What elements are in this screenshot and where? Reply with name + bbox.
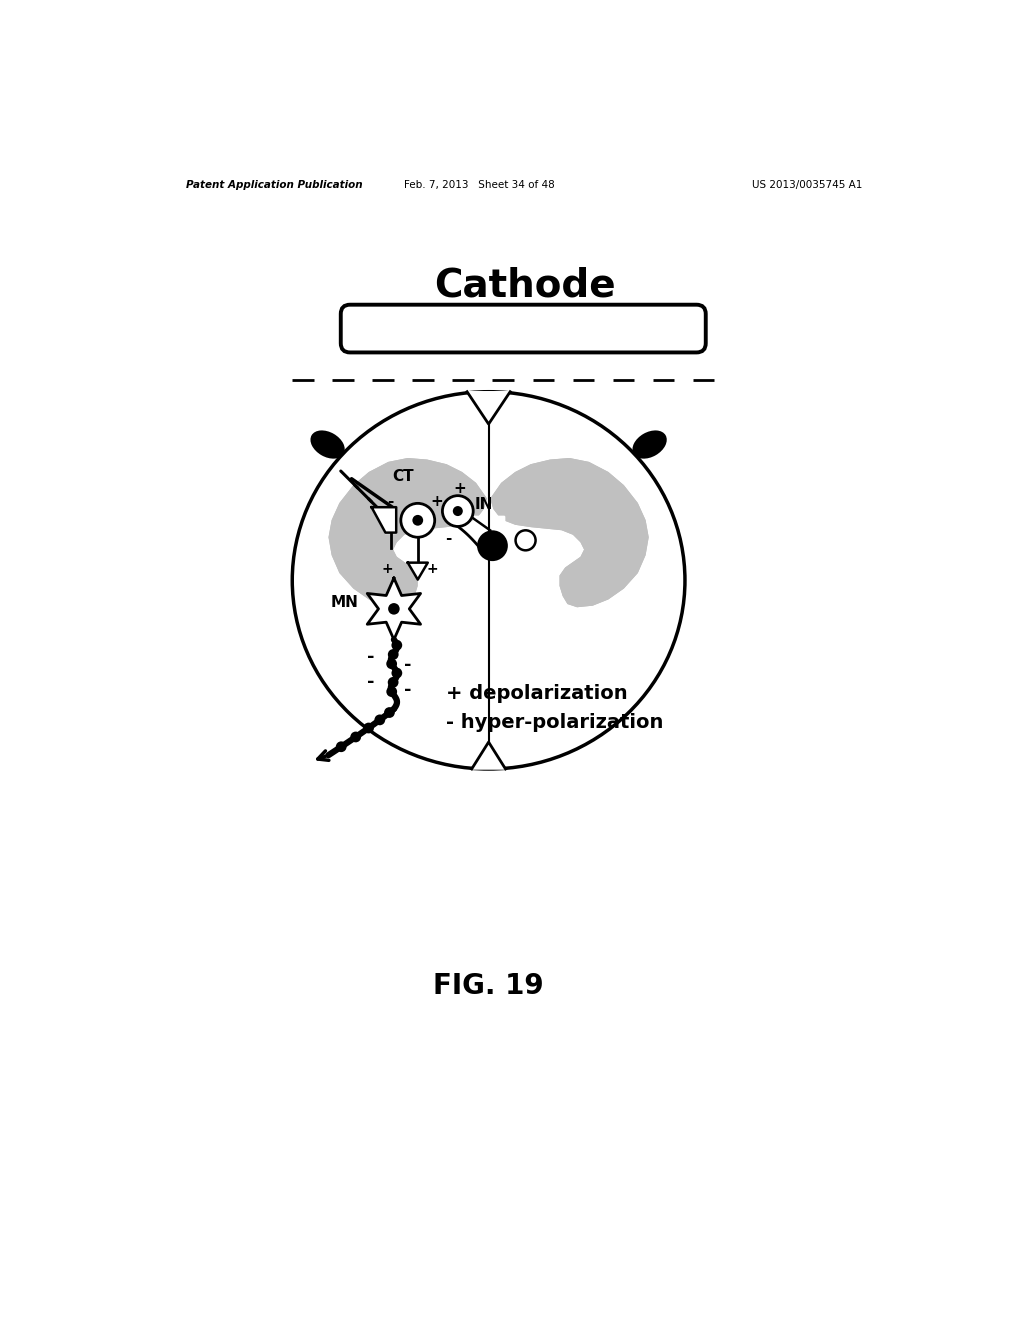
Text: +: +	[453, 482, 466, 496]
Text: Feb. 7, 2013   Sheet 34 of 48: Feb. 7, 2013 Sheet 34 of 48	[403, 180, 555, 190]
Text: IN: IN	[475, 498, 494, 512]
Text: Patent Application Publication: Patent Application Publication	[186, 180, 362, 190]
Polygon shape	[490, 459, 648, 607]
Polygon shape	[473, 516, 504, 605]
FancyBboxPatch shape	[341, 305, 706, 352]
Polygon shape	[472, 742, 506, 770]
Circle shape	[388, 677, 398, 688]
Circle shape	[477, 531, 508, 561]
Text: -: -	[387, 494, 393, 510]
Circle shape	[384, 708, 395, 718]
Text: -: -	[404, 681, 412, 698]
Polygon shape	[467, 392, 510, 424]
Text: +: +	[430, 494, 442, 510]
Ellipse shape	[292, 392, 685, 770]
Circle shape	[388, 603, 399, 615]
Polygon shape	[368, 578, 421, 640]
Ellipse shape	[310, 430, 345, 458]
Polygon shape	[372, 507, 396, 533]
Text: US 2013/0035745 A1: US 2013/0035745 A1	[752, 180, 862, 190]
Text: +: +	[382, 562, 393, 576]
Text: + depolarization: + depolarization	[446, 684, 628, 704]
Circle shape	[391, 640, 402, 651]
Text: +: +	[427, 562, 438, 576]
Circle shape	[413, 515, 423, 525]
Polygon shape	[408, 562, 428, 579]
Circle shape	[350, 731, 361, 742]
Text: Cathode: Cathode	[434, 267, 615, 305]
Polygon shape	[330, 459, 486, 607]
Circle shape	[375, 714, 385, 725]
Circle shape	[388, 649, 398, 660]
Text: -: -	[367, 648, 375, 667]
Text: MN: MN	[331, 595, 358, 610]
Circle shape	[442, 496, 473, 527]
Circle shape	[364, 722, 374, 734]
Text: CT: CT	[392, 469, 414, 484]
Circle shape	[391, 668, 402, 678]
Text: -: -	[404, 656, 412, 675]
Circle shape	[515, 531, 536, 550]
Circle shape	[453, 506, 463, 516]
Text: - hyper-polarization: - hyper-polarization	[446, 713, 664, 731]
Circle shape	[386, 659, 397, 669]
Text: -: -	[479, 536, 485, 550]
Ellipse shape	[633, 430, 667, 458]
Circle shape	[400, 503, 435, 537]
Text: -: -	[445, 531, 452, 545]
Polygon shape	[473, 516, 504, 605]
Polygon shape	[490, 459, 648, 607]
Text: -: -	[367, 673, 375, 690]
Polygon shape	[330, 459, 486, 607]
Text: FIG. 19: FIG. 19	[433, 972, 544, 1001]
Circle shape	[386, 686, 397, 697]
Circle shape	[336, 742, 346, 752]
